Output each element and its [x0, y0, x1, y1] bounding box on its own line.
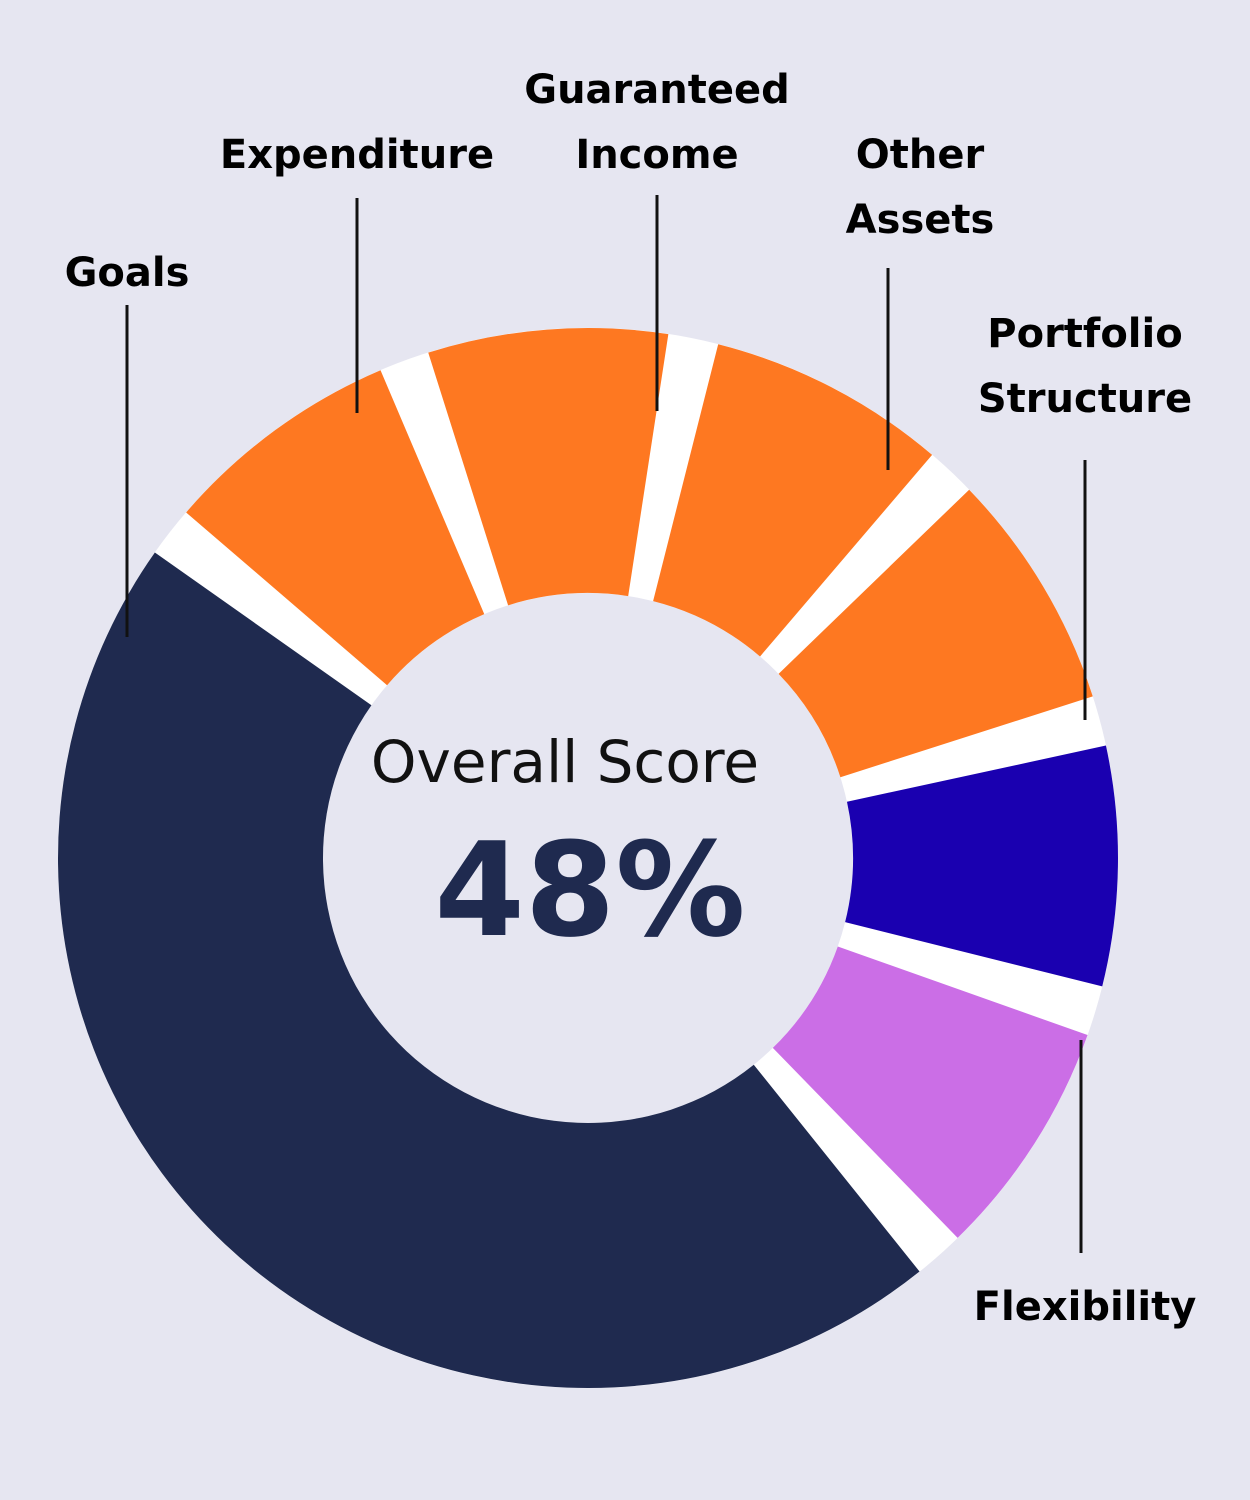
label-line: Flexibility — [974, 1284, 1197, 1330]
label-line: Structure — [978, 376, 1192, 422]
label-line: Guaranteed — [524, 67, 790, 113]
segment-guaranteed-income — [653, 344, 933, 657]
label-portfolio-structure: Portfolio Structure — [978, 311, 1192, 422]
labels-group: Portfolio Structure Flexibility Goals Expend… — [65, 67, 1197, 1330]
segment-portfolio-structure — [845, 745, 1119, 987]
center-caption: Overall Score — [371, 728, 759, 796]
label-line: Other — [856, 132, 985, 178]
label-line: Expenditure — [220, 132, 494, 178]
label-line: Portfolio — [987, 311, 1182, 357]
leader-lines-group — [125, 195, 1087, 1253]
label-expenditure: Expenditure — [220, 132, 494, 178]
label-goals: Goals — [65, 250, 190, 296]
label-line: Assets — [846, 197, 995, 243]
label-flexibility: Flexibility — [974, 1284, 1197, 1330]
center-value: 48% — [434, 814, 745, 966]
label-line: Goals — [65, 250, 190, 296]
segment-other-assets — [778, 489, 1093, 778]
segment-goals — [186, 370, 485, 686]
segment-expenditure — [428, 327, 669, 606]
segments-group — [57, 327, 1119, 1389]
label-guaranteed-income: Guaranteed Income — [524, 67, 790, 178]
segment-flexibility — [772, 946, 1088, 1238]
segment-overall-score — [57, 552, 920, 1389]
label-other-assets: Other Assets — [846, 132, 995, 243]
label-line: Income — [575, 132, 738, 178]
